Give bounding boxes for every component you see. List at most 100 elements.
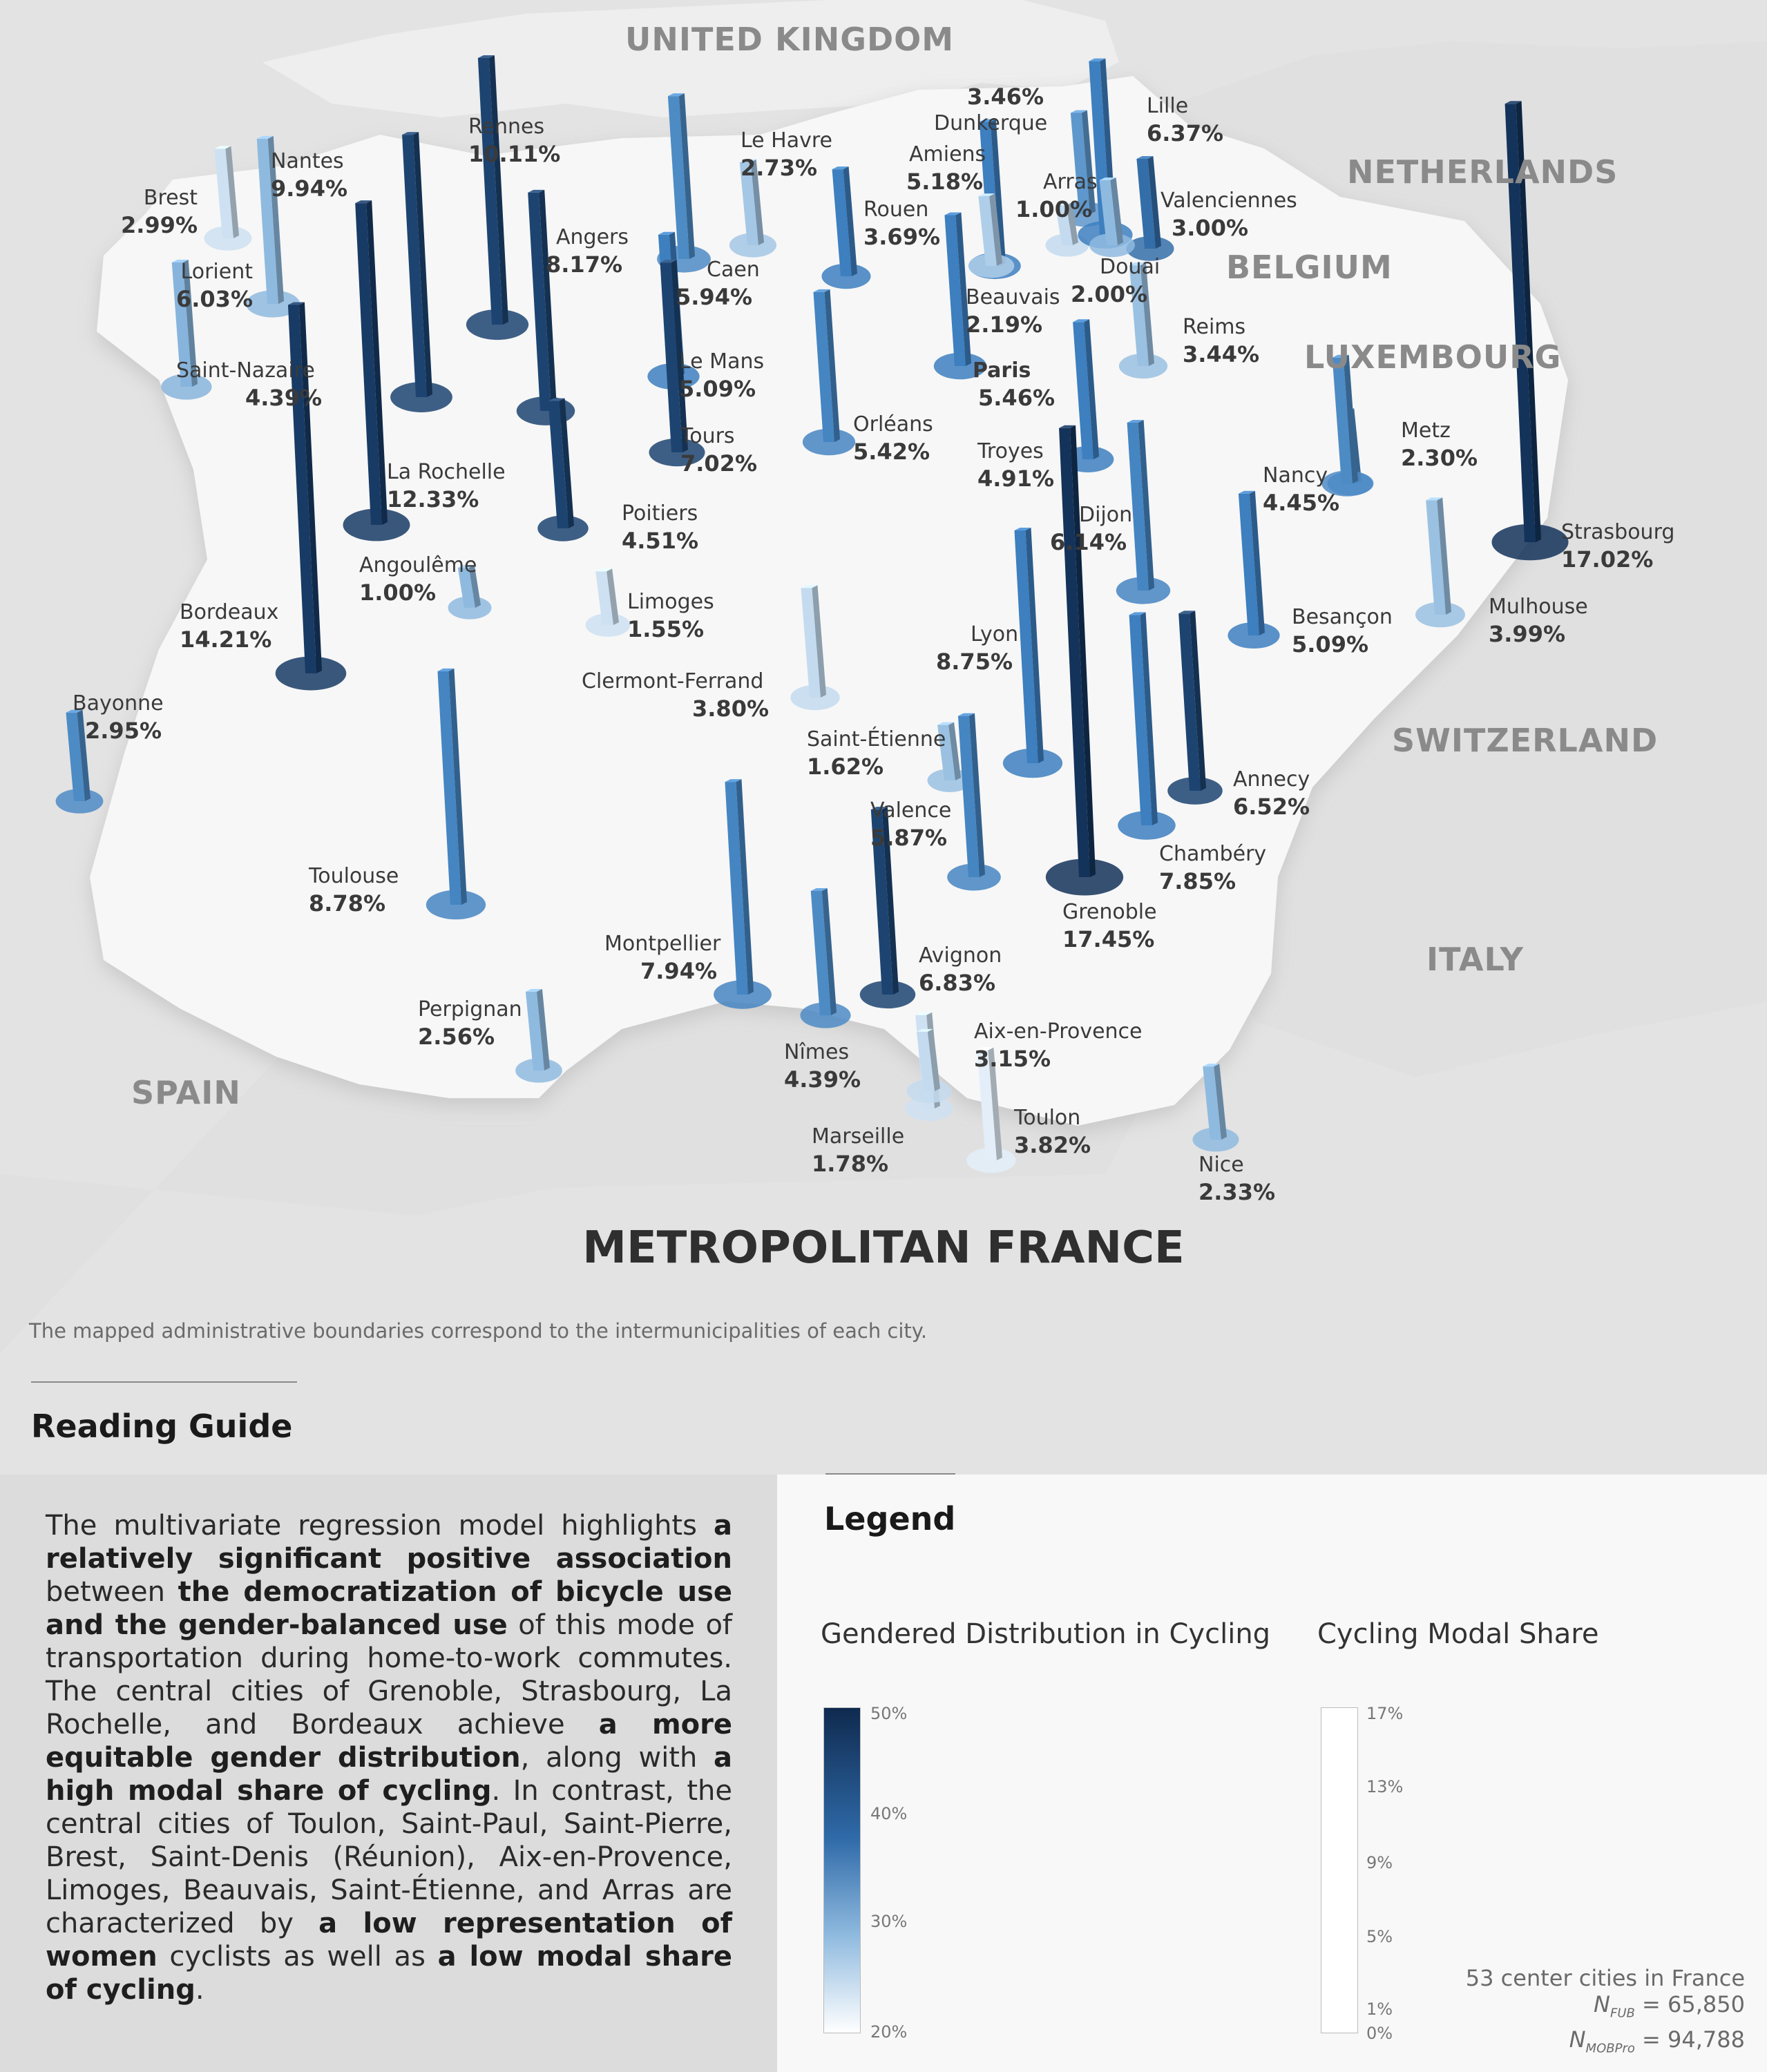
city-value: 1.78% bbox=[812, 1150, 889, 1177]
city-bar bbox=[978, 196, 997, 266]
city-bar-top bbox=[1129, 262, 1146, 266]
city-name: Marseille bbox=[812, 1124, 905, 1149]
share-tick: 13% bbox=[1366, 1777, 1404, 1796]
share-tick: 17% bbox=[1366, 1704, 1404, 1723]
country-label-luxembourg: LUXEMBOURG bbox=[1304, 338, 1562, 376]
city-label-douai: Douai 2.00% bbox=[1071, 254, 1160, 308]
legend-panel bbox=[777, 1475, 1767, 2072]
city-name: Annecy bbox=[1233, 767, 1310, 792]
city-label-nancy: Nancy 4.45% bbox=[1263, 463, 1339, 517]
city-bar-side bbox=[843, 166, 857, 276]
city-name: Bayonne bbox=[73, 691, 164, 716]
city-value: 5.94% bbox=[676, 283, 753, 310]
city-label-bayonne: Bayonne 2.95% bbox=[73, 691, 164, 745]
city-value: 4.45% bbox=[1263, 489, 1340, 516]
city-label-caen: Caen 5.94% bbox=[676, 257, 760, 311]
city-value: 5.09% bbox=[679, 375, 756, 402]
city-name: Angoulême bbox=[359, 553, 477, 577]
city-value: 2.30% bbox=[1401, 444, 1478, 471]
city-bar bbox=[171, 262, 192, 387]
city-bar-top bbox=[1129, 612, 1146, 615]
city-bar bbox=[1332, 357, 1353, 483]
city-name: Aix-en-Provence bbox=[974, 1019, 1143, 1044]
city-bar-top bbox=[477, 55, 495, 59]
city-value: 1.62% bbox=[807, 753, 884, 780]
city-bar bbox=[1238, 493, 1259, 635]
gender-tick: 30% bbox=[870, 1912, 908, 1931]
city-value: 2.33% bbox=[1198, 1178, 1276, 1205]
city-bar-side bbox=[968, 713, 985, 877]
city-bar-side bbox=[955, 212, 971, 366]
city-bar-side bbox=[1516, 101, 1541, 542]
city-bar-top bbox=[1070, 110, 1087, 113]
city-label-lorient: Lorient 6.03% bbox=[176, 259, 253, 313]
city-value: 2.56% bbox=[418, 1023, 495, 1050]
gender-tick: 40% bbox=[870, 1804, 908, 1823]
city-bar-side bbox=[1249, 490, 1265, 635]
city-label-rouen: Rouen 3.69% bbox=[863, 197, 940, 251]
city-name: Troyes bbox=[977, 439, 1044, 463]
city-bar bbox=[66, 712, 85, 801]
city-label-angouleme: Angoulême 1.00% bbox=[359, 553, 477, 606]
city-label-le-mans: Le Mans 5.09% bbox=[679, 349, 764, 403]
city-value: 2.99% bbox=[120, 211, 198, 238]
city-value: 5.87% bbox=[870, 824, 948, 851]
share-tick: 5% bbox=[1366, 1927, 1393, 1946]
city-label-perpignan: Perpignan 2.56% bbox=[418, 997, 522, 1051]
city-bar-top bbox=[739, 159, 756, 162]
city-bar bbox=[1070, 113, 1090, 214]
city-bar-top bbox=[658, 231, 675, 235]
city-bar-top bbox=[1178, 611, 1196, 614]
guide-text-part: The multivariate regression model highli… bbox=[46, 1510, 714, 1542]
city-bar-top bbox=[1127, 419, 1144, 423]
stats-n-mobpro-value: = 94,788 bbox=[1642, 2026, 1745, 2053]
city-label-nantes: Nantes 9.94% bbox=[271, 148, 347, 202]
city-label-toulouse: Toulouse 8.78% bbox=[309, 863, 399, 917]
city-label-strasbourg: Strasbourg 17.02% bbox=[1561, 519, 1674, 573]
city-value: 1.00% bbox=[1015, 195, 1093, 222]
city-bar bbox=[214, 148, 233, 238]
city-bar-side bbox=[366, 200, 388, 525]
city-value: 6.52% bbox=[1233, 793, 1310, 820]
city-name: Saint-Nazaire bbox=[176, 358, 315, 383]
city-bar-top bbox=[1073, 319, 1090, 323]
guide-text-part: a low representation of women bbox=[46, 1908, 732, 1973]
city-bar-top bbox=[801, 585, 818, 588]
map-canvas bbox=[55, 0, 1569, 1173]
city-label-arras: Arras 1.00% bbox=[1015, 169, 1098, 223]
city-label-le-havre: Le Havre 2.73% bbox=[741, 128, 832, 182]
city-name: Le Havre bbox=[741, 128, 833, 153]
city-bar bbox=[1127, 422, 1149, 591]
city-name: Rouen bbox=[863, 198, 929, 222]
city-bar bbox=[977, 1050, 997, 1160]
city-label-rennes: Rennes 10.11% bbox=[468, 114, 560, 168]
city-name: Lorient bbox=[180, 260, 253, 284]
reading-guide-box bbox=[0, 1475, 777, 2072]
city-name: Le Mans bbox=[679, 349, 765, 374]
city-bar bbox=[667, 96, 689, 259]
city-bar bbox=[457, 568, 475, 608]
city-label-poitiers: Poitiers 4.51% bbox=[622, 501, 698, 555]
city-value: 10.11% bbox=[468, 140, 561, 167]
stats-n-fub-value: = 65,850 bbox=[1642, 1991, 1745, 2017]
city-name: Toulouse bbox=[309, 864, 399, 888]
city-name: Limoges bbox=[627, 590, 714, 614]
city-name: La Rochelle bbox=[387, 460, 506, 484]
city-label-angers: Angers 8.17% bbox=[546, 224, 629, 278]
city-bar-top bbox=[287, 302, 305, 305]
map-title: METROPOLITAN FRANCE bbox=[582, 1222, 1185, 1274]
city-bar bbox=[548, 401, 569, 528]
city-name: Paris bbox=[973, 358, 1031, 383]
city-bar-side bbox=[559, 398, 574, 528]
city-bar-side bbox=[298, 302, 322, 673]
city-bar-side bbox=[927, 1028, 940, 1091]
city-name: Dijon bbox=[1079, 503, 1133, 527]
guide-text-part: between bbox=[46, 1576, 178, 1608]
city-name: Lyon bbox=[971, 622, 1019, 646]
city-name: Nancy bbox=[1263, 463, 1328, 488]
city-name: Amiens bbox=[909, 142, 986, 166]
stats-n-fub: NFUB = 65,850 bbox=[1594, 1991, 1745, 2021]
city-value: 9.94% bbox=[271, 175, 348, 202]
city-label-aix-en-provence: Aix-en-Provence 3.15% bbox=[974, 1019, 1143, 1073]
city-bar-side bbox=[1147, 156, 1161, 249]
